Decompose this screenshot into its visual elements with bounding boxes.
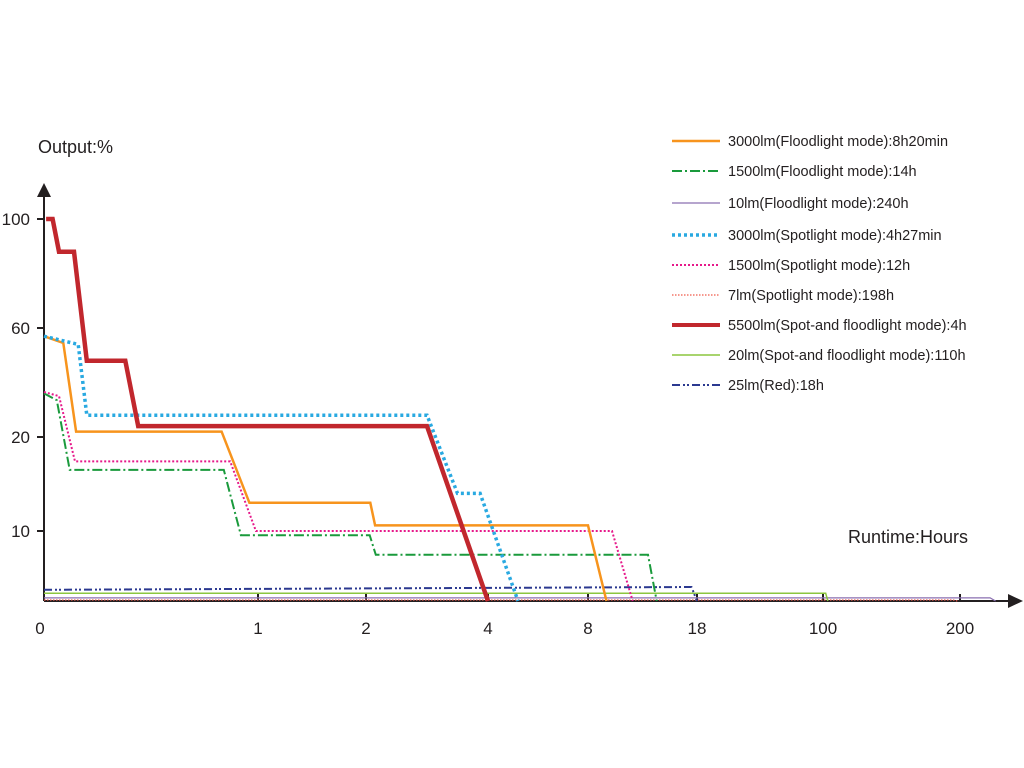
legend-label: 1500lm(Floodlight mode):14h (728, 164, 917, 180)
legend-label: 10lm(Floodlight mode):240h (728, 196, 909, 212)
x-axis-arrow (1008, 594, 1023, 608)
x-tick-label: 1 (253, 619, 262, 638)
legend-label: 7lm(Spotlight mode):198h (728, 288, 894, 304)
y-axis-title: Output:% (38, 137, 113, 157)
x-tick-label: 0 (35, 619, 44, 638)
series-line (43, 392, 658, 602)
x-tick-label: 8 (583, 619, 592, 638)
legend-label: 20lm(Spot-and floodlight mode):110h (728, 348, 966, 364)
legend-label: 5500lm(Spot-and floodlight mode):4h (728, 318, 967, 334)
y-tick-label: 100 (2, 210, 30, 229)
series-line (44, 592, 829, 602)
series-line (43, 391, 634, 602)
x-axis-title: Runtime:Hours (848, 527, 968, 547)
x-tick-label: 200 (946, 619, 974, 638)
y-tick-label: 10 (11, 522, 30, 541)
series-line (43, 335, 608, 602)
series-line (43, 334, 520, 602)
legend-label: 3000lm(Spotlight mode):4h27min (728, 228, 942, 244)
legend-label: 1500lm(Spotlight mode):12h (728, 258, 910, 274)
x-tick-label: 2 (361, 619, 370, 638)
series-line (44, 599, 958, 602)
x-tick-label: 18 (688, 619, 707, 638)
legend-label: 25lm(Red):18h (728, 378, 824, 394)
x-tick-label: 100 (809, 619, 837, 638)
series-line (44, 597, 996, 602)
legend-label: 3000lm(Floodlight mode):8h20min (728, 134, 948, 150)
y-axis-arrow (37, 183, 51, 197)
series-line (46, 216, 491, 602)
y-tick-label: 20 (11, 428, 30, 447)
series-line (43, 585, 698, 602)
y-tick-label: 60 (11, 319, 30, 338)
x-tick-label: 4 (483, 619, 492, 638)
